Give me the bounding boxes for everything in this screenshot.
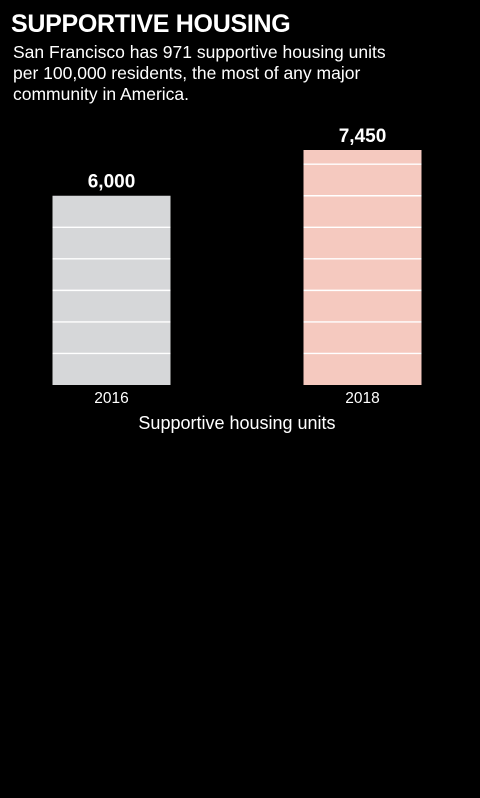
chart-subtitle: San Francisco has 971 supportive housing… <box>13 42 386 104</box>
value-label-2016: 6,000 <box>88 172 136 193</box>
x-axis-label: Supportive housing units <box>138 413 335 433</box>
bar-chart: 6,000 2016 7,450 2018 Supportive housing uni… <box>52 126 422 433</box>
bar-2018 <box>303 150 422 385</box>
category-label-2016: 2016 <box>94 390 128 407</box>
chart-title: SUPPORTIVE HOUSING <box>11 10 291 38</box>
value-label-2018: 7,450 <box>339 126 387 147</box>
category-label-2018: 2018 <box>345 390 379 407</box>
